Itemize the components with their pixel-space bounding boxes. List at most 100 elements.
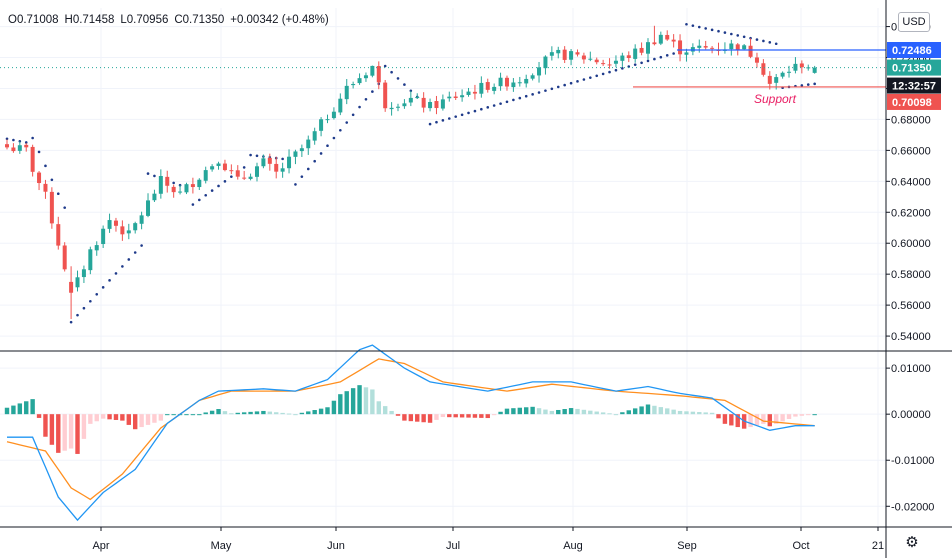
macd-histogram-bar [145, 414, 151, 425]
macd-histogram-bar [735, 414, 740, 428]
macd-histogram-bar [485, 414, 490, 419]
macd-histogram-bar [254, 411, 260, 415]
candle [203, 166, 208, 184]
sar-dot [198, 198, 201, 202]
candle [549, 46, 554, 61]
sar-dot [12, 138, 15, 142]
candle [210, 164, 215, 172]
candle-body [633, 48, 638, 59]
sar-dot [512, 98, 515, 102]
macd-histogram-bar [286, 413, 292, 415]
macd-histogram-bar [120, 414, 125, 421]
candle-body [306, 139, 311, 149]
sar-dot [589, 76, 592, 79]
macd-histogram-bar [427, 414, 433, 423]
candle-body [37, 172, 42, 184]
candle [748, 38, 753, 59]
macd-line-series [6, 344, 815, 522]
candle-body [267, 157, 272, 164]
sar-dot [717, 29, 720, 33]
candle-body [222, 163, 227, 171]
candle [620, 52, 625, 67]
candle-body [152, 193, 157, 201]
macd-histogram-bar [562, 409, 567, 415]
candle-body [678, 40, 683, 55]
sar-dot [390, 70, 393, 74]
sar-dot [76, 313, 79, 317]
sar-dot [146, 172, 150, 175]
candle-body [178, 191, 183, 193]
resistance-price-tag-text: 0.72486 [892, 45, 932, 57]
gear-icon[interactable]: ⚙ [905, 534, 919, 551]
candle-body [447, 96, 452, 99]
price-tick-label: 0.62000 [891, 207, 931, 219]
candle-body [735, 44, 740, 50]
candle-body [319, 119, 324, 131]
candle-body [165, 176, 170, 186]
macd-histogram-bar [684, 411, 689, 415]
candle-body [787, 71, 792, 73]
sar-dot [371, 90, 374, 93]
candle-body [216, 163, 221, 166]
candle [178, 184, 183, 195]
candle-body [396, 106, 401, 108]
currency-button[interactable]: USD [898, 12, 930, 32]
candle [780, 71, 785, 79]
macd-histogram-bar [248, 411, 253, 415]
candle-body [312, 131, 317, 141]
sar-dot [697, 25, 701, 29]
candle [139, 211, 144, 230]
macd-histogram-bar [280, 412, 285, 415]
sar-dot [44, 164, 47, 168]
sar-dot [691, 24, 695, 27]
macd-histogram-bar [709, 412, 715, 415]
sar-dot [326, 144, 329, 148]
macd-histogram-bar [645, 404, 651, 415]
candle-body [498, 77, 503, 87]
macd-histogram-bar [312, 410, 317, 415]
sar-dot [339, 128, 342, 132]
macd-histogram-bar [376, 401, 381, 415]
candle-body [389, 107, 394, 110]
macd-histogram-bar [607, 413, 612, 415]
sar-dot [505, 100, 509, 104]
sar-dot [653, 57, 656, 61]
candle [466, 87, 471, 97]
candle [197, 178, 202, 191]
candle-body [440, 99, 445, 109]
candle [671, 34, 676, 48]
candle [49, 187, 54, 229]
candle-body [325, 119, 330, 121]
countdown-tag: 12:32:57 [887, 77, 941, 94]
candle-body [658, 34, 663, 44]
candle [107, 213, 112, 233]
macd-histogram-bar [472, 414, 478, 418]
candle [665, 30, 670, 41]
candle-body [569, 51, 574, 60]
macd-histogram-bar [299, 412, 305, 415]
sar-dot [101, 286, 105, 289]
macd-histogram-bar [222, 411, 228, 415]
candle-body [293, 151, 298, 157]
candle-body [415, 97, 420, 99]
candle [17, 141, 22, 154]
sar-dot [537, 91, 541, 94]
candle-body [107, 220, 112, 229]
sar-dot [230, 175, 233, 178]
macd-histogram-bar [632, 408, 638, 415]
sar-dot [646, 59, 650, 63]
candle-body [197, 179, 202, 188]
time-tick-label: May [211, 540, 232, 552]
sar-dot [127, 258, 131, 261]
macd-histogram-bar [754, 414, 760, 426]
sar-dot [153, 174, 156, 178]
candle [94, 241, 99, 256]
candle [492, 83, 497, 95]
sar-dot [499, 102, 502, 105]
sar-dot [486, 106, 490, 109]
macd-histogram-bar [81, 414, 87, 439]
sar-dot [685, 22, 688, 26]
support-price-tag-text: 0.70098 [892, 97, 932, 109]
